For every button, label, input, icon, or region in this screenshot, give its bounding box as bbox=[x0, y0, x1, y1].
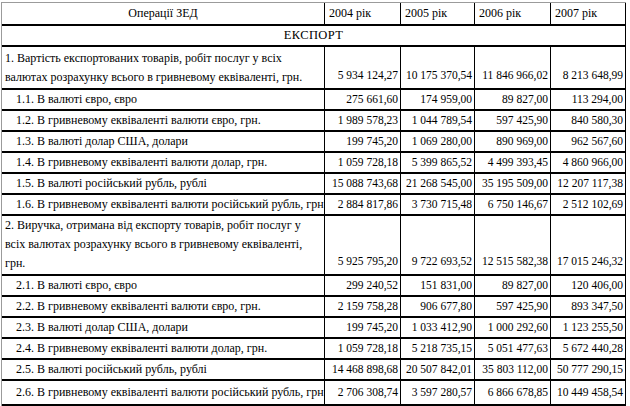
value-cell: 6 750 146,67 bbox=[475, 195, 551, 216]
row-label-cell: 2.5. В валюті російський рубль, рублі bbox=[2, 360, 325, 381]
year-header-2004: 2004 рік bbox=[325, 3, 401, 26]
table-row: 1. Вартість експортованих товарів, робіт… bbox=[2, 47, 626, 90]
year-header-2006: 2006 рік bbox=[475, 3, 551, 26]
table-row: 2.6. В гривневому еквіваленті валюти рос… bbox=[2, 381, 626, 406]
value-cell: 597 425,90 bbox=[475, 297, 551, 318]
table-row: 1.2. В гривневому еквіваленті валюти євр… bbox=[2, 111, 626, 132]
row-label-cell: 2.4. В гривневому еквіваленті валюти дол… bbox=[2, 339, 325, 360]
value-cell: 597 425,90 bbox=[475, 111, 551, 132]
value-cell: 17 015 246,32 bbox=[551, 216, 626, 276]
value-cell: 4 499 393,45 bbox=[475, 153, 551, 174]
value-cell: 5 925 795,20 bbox=[325, 216, 401, 276]
value-cell: 2 706 308,74 bbox=[325, 381, 401, 406]
value-cell: 5 672 440,28 bbox=[551, 339, 626, 360]
operations-column-header: Операції ЗЕД bbox=[2, 3, 325, 26]
value-cell: 174 959,00 bbox=[401, 90, 475, 111]
value-cell: 3 730 715,48 bbox=[401, 195, 475, 216]
value-cell: 10 449 458,54 bbox=[551, 381, 626, 406]
value-cell: 11 846 966,02 bbox=[475, 47, 551, 90]
value-cell: 1 059 728,18 bbox=[325, 153, 401, 174]
value-cell: 15 088 743,68 bbox=[325, 174, 401, 195]
value-cell: 1 989 578,23 bbox=[325, 111, 401, 132]
row-label-cell: 2. Виручка, отримана від експорту товарі… bbox=[2, 216, 325, 276]
value-cell: 20 507 842,01 bbox=[401, 360, 475, 381]
value-cell: 199 745,20 bbox=[325, 318, 401, 339]
table-row: 2.3. В валюті долар США, долари 199 745,… bbox=[2, 318, 626, 339]
value-cell: 893 347,50 bbox=[551, 297, 626, 318]
value-cell: 120 406,00 bbox=[551, 276, 626, 297]
value-cell: 21 268 545,00 bbox=[401, 174, 475, 195]
value-cell: 275 661,60 bbox=[325, 90, 401, 111]
row-label-cell: 1.1. В валюті євро, євро bbox=[2, 90, 325, 111]
value-cell: 8 213 648,99 bbox=[551, 47, 626, 90]
table-body: Операції ЗЕД 2004 рік 2005 рік 2006 рік … bbox=[2, 3, 626, 406]
value-cell: 4 860 966,00 bbox=[551, 153, 626, 174]
value-cell: 906 677,80 bbox=[401, 297, 475, 318]
row-label-cell: 1. Вартість експортованих товарів, робіт… bbox=[2, 47, 325, 90]
row-label-cell: 1.6. В гривневому еквіваленті валюти рос… bbox=[2, 195, 325, 216]
document-page: Операції ЗЕД 2004 рік 2005 рік 2006 рік … bbox=[0, 0, 630, 406]
value-cell: 50 777 290,15 bbox=[551, 360, 626, 381]
value-cell: 1 000 292,60 bbox=[475, 318, 551, 339]
table-header-row: Операції ЗЕД 2004 рік 2005 рік 2006 рік … bbox=[2, 3, 626, 26]
value-cell: 2 512 102,69 bbox=[551, 195, 626, 216]
value-cell: 840 580,30 bbox=[551, 111, 626, 132]
value-cell: 1 033 412,90 bbox=[401, 318, 475, 339]
value-cell: 35 803 112,00 bbox=[475, 360, 551, 381]
value-cell: 89 827,00 bbox=[475, 276, 551, 297]
value-cell: 1 044 789,54 bbox=[401, 111, 475, 132]
value-cell: 1 059 728,18 bbox=[325, 339, 401, 360]
value-cell: 1 123 255,50 bbox=[551, 318, 626, 339]
table-row: 1.4. В гривневому еквіваленті валюти дол… bbox=[2, 153, 626, 174]
zed-operations-table: Операції ЗЕД 2004 рік 2005 рік 2006 рік … bbox=[1, 2, 626, 406]
value-cell: 2 159 758,28 bbox=[325, 297, 401, 318]
value-cell: 1 069 280,00 bbox=[401, 132, 475, 153]
row-label-cell: 1.5. В валюті російський рубль, рублі bbox=[2, 174, 325, 195]
table-row: 2.4. В гривневому еквіваленті валюти дол… bbox=[2, 339, 626, 360]
row-label-cell: 2.3. В валюті долар США, долари bbox=[2, 318, 325, 339]
value-cell: 6 866 678,85 bbox=[475, 381, 551, 406]
year-header-2007: 2007 рік bbox=[551, 3, 626, 26]
value-cell: 9 722 693,52 bbox=[401, 216, 475, 276]
table-row: 1.6. В гривневому еквіваленті валюти рос… bbox=[2, 195, 626, 216]
row-label-cell: 2.6. В гривневому еквіваленті валюти рос… bbox=[2, 381, 325, 406]
export-section-row: ЕКСПОРТ bbox=[2, 26, 626, 47]
row-label-cell: 2.2. В гривневому еквіваленті валюти євр… bbox=[2, 297, 325, 318]
value-cell: 199 745,20 bbox=[325, 132, 401, 153]
row-label-cell: 2.1. В валюті євро, євро bbox=[2, 276, 325, 297]
value-cell: 5 934 124,27 bbox=[325, 47, 401, 90]
value-cell: 14 468 898,68 bbox=[325, 360, 401, 381]
value-cell: 12 515 582,38 bbox=[475, 216, 551, 276]
table-row: 1.3. В валюті долар США, долари 199 745,… bbox=[2, 132, 626, 153]
table-row: 1.1. В валюті євро, євро 275 661,60 174 … bbox=[2, 90, 626, 111]
value-cell: 5 218 735,15 bbox=[401, 339, 475, 360]
value-cell: 35 195 509,00 bbox=[475, 174, 551, 195]
value-cell: 3 597 280,57 bbox=[401, 381, 475, 406]
value-cell: 962 567,60 bbox=[551, 132, 626, 153]
export-section-header: ЕКСПОРТ bbox=[2, 26, 626, 47]
value-cell: 299 240,52 bbox=[325, 276, 401, 297]
table-row: 2.1. В валюті євро, євро 299 240,52 151 … bbox=[2, 276, 626, 297]
value-cell: 2 884 817,86 bbox=[325, 195, 401, 216]
year-header-2005: 2005 рік bbox=[401, 3, 475, 26]
value-cell: 5 399 865,52 bbox=[401, 153, 475, 174]
value-cell: 151 831,00 bbox=[401, 276, 475, 297]
value-cell: 5 051 477,63 bbox=[475, 339, 551, 360]
value-cell: 12 207 117,38 bbox=[551, 174, 626, 195]
table-row: 1.5. В валюті російський рубль, рублі 15… bbox=[2, 174, 626, 195]
value-cell: 890 969,00 bbox=[475, 132, 551, 153]
value-cell: 89 827,00 bbox=[475, 90, 551, 111]
row-label-cell: 1.3. В валюті долар США, долари bbox=[2, 132, 325, 153]
row-label-cell: 1.2. В гривневому еквіваленті валюти євр… bbox=[2, 111, 325, 132]
table-row: 2.5. В валюті російський рубль, рублі 14… bbox=[2, 360, 626, 381]
table-row: 2. Виручка, отримана від експорту товарі… bbox=[2, 216, 626, 276]
table-row: 2.2. В гривневому еквіваленті валюти євр… bbox=[2, 297, 626, 318]
value-cell: 113 294,00 bbox=[551, 90, 626, 111]
row-label-cell: 1.4. В гривневому еквіваленті валюти дол… bbox=[2, 153, 325, 174]
value-cell: 10 175 370,54 bbox=[401, 47, 475, 90]
